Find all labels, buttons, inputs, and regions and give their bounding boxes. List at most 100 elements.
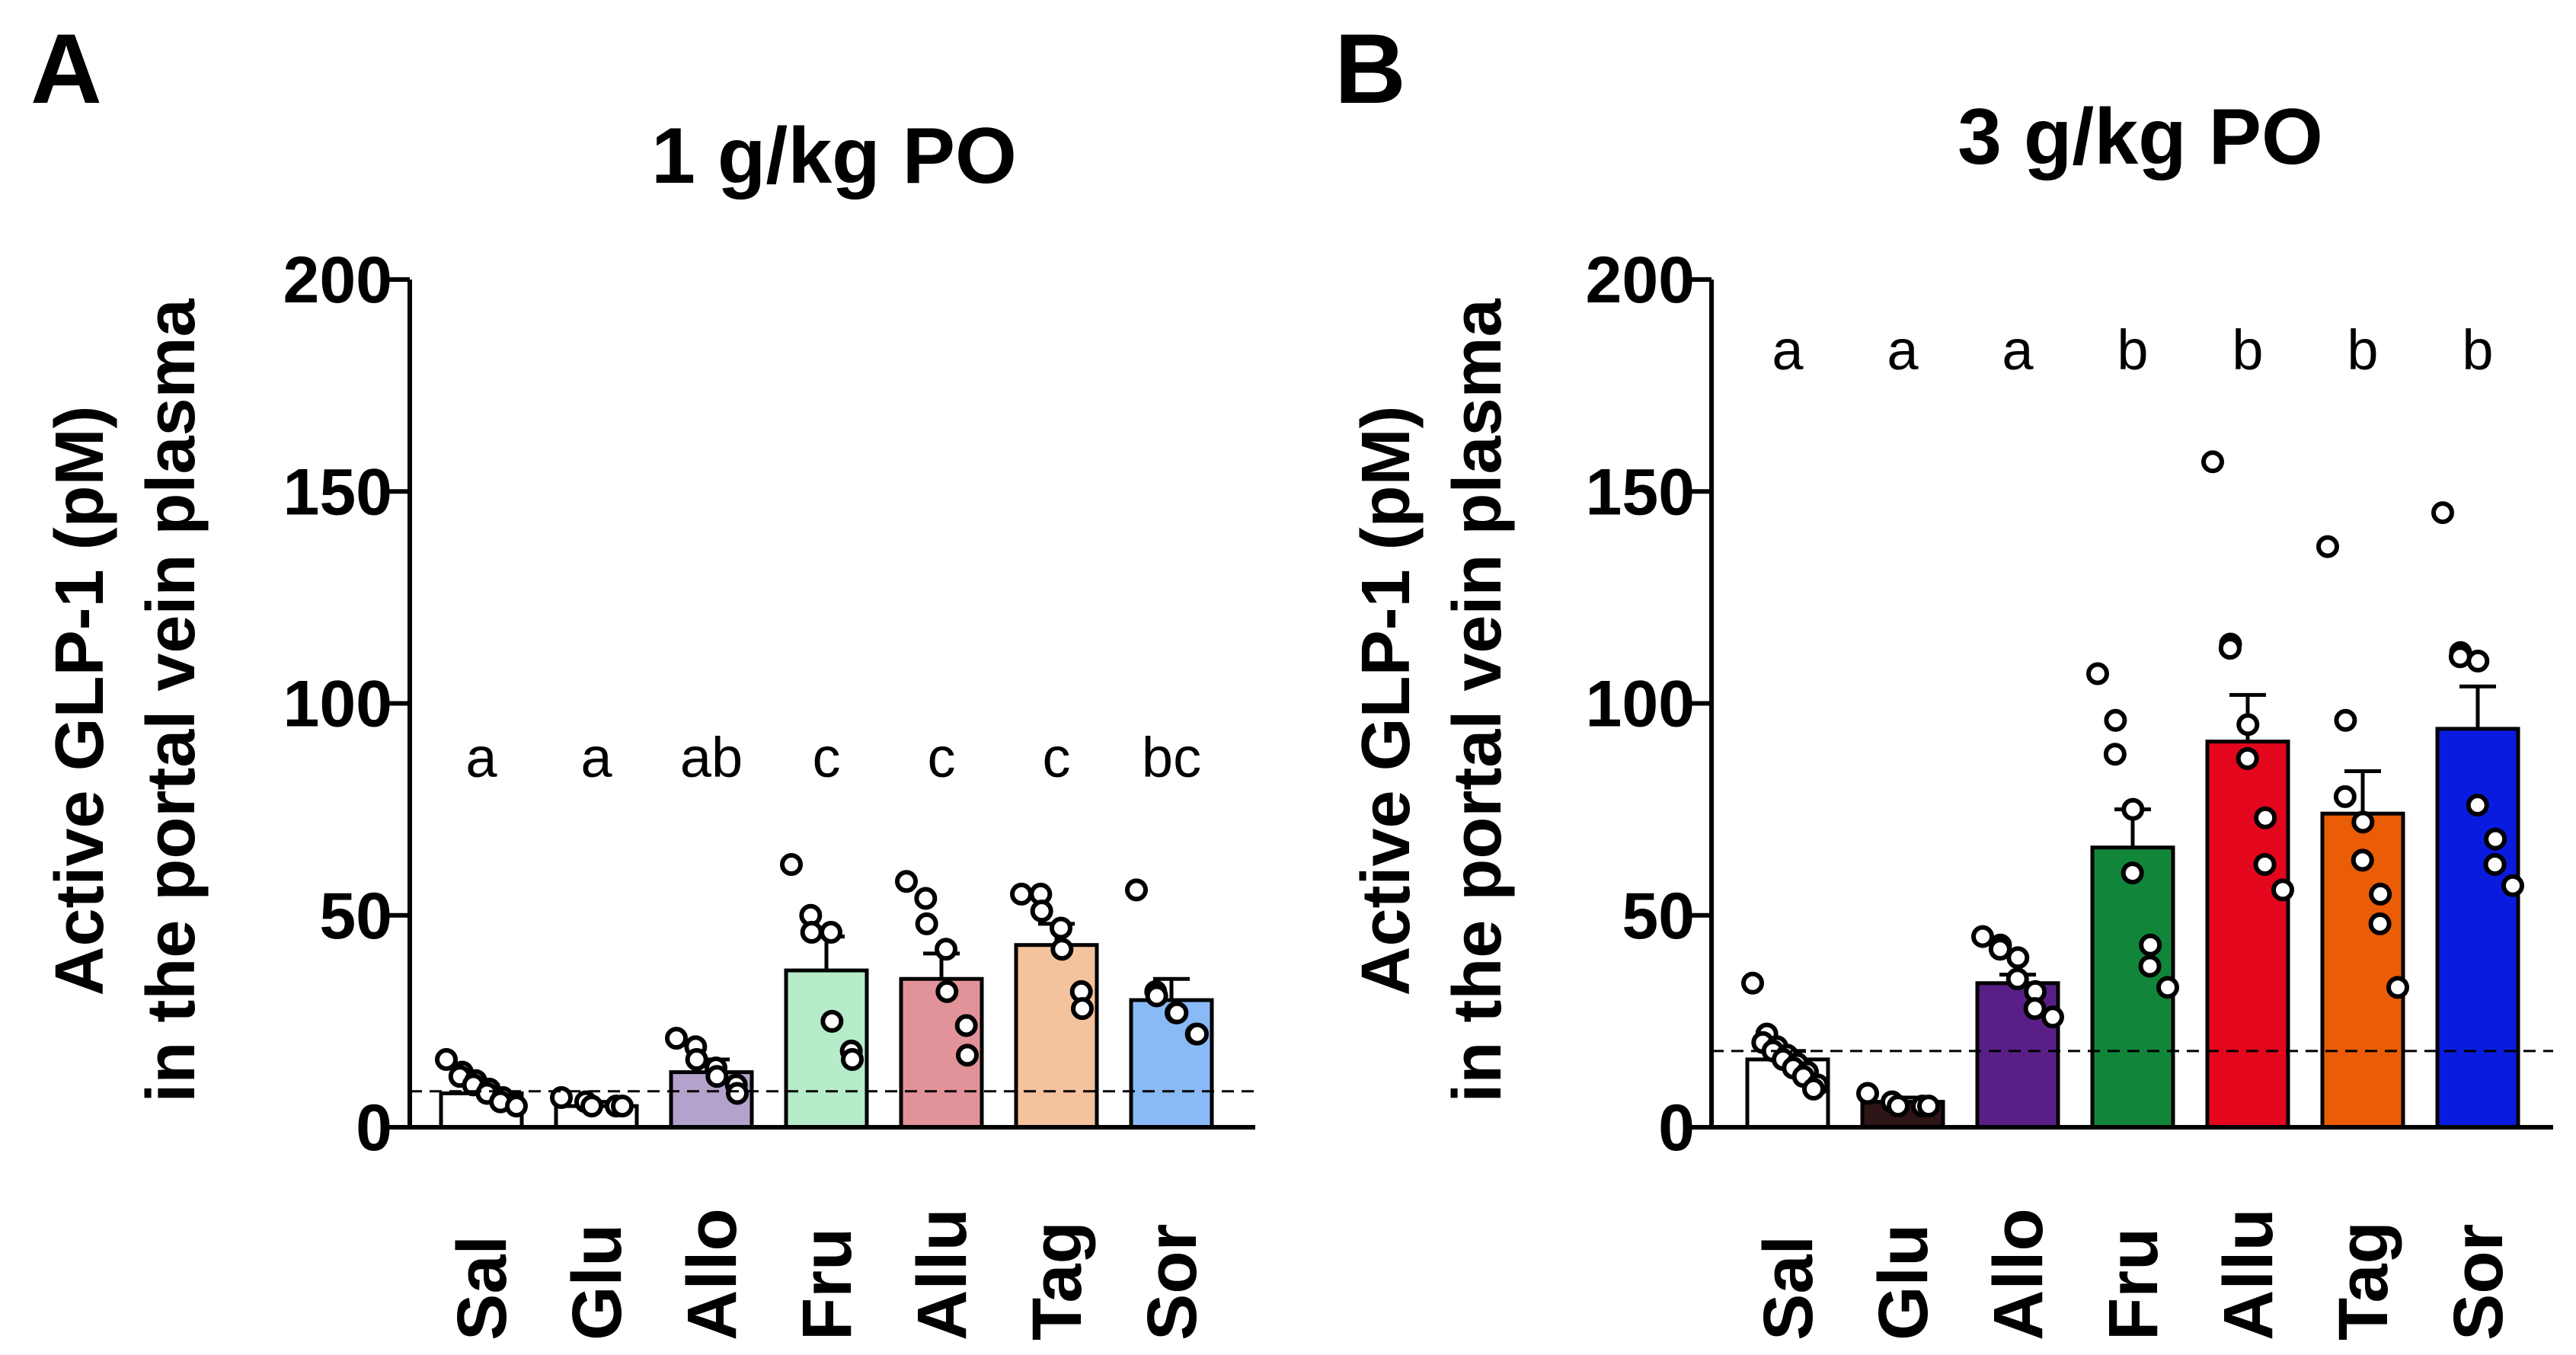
chart-title: 3 g/kg PO [1958, 93, 2323, 181]
data-point [611, 1095, 634, 1118]
x-category-label: Fru [788, 1228, 866, 1341]
data-point [956, 1043, 979, 1067]
plot-area: 0 50 100 150 200 a Sal a Glu ab Allo c Fru c Allu c Tag b… [283, 244, 1255, 1341]
y-axis-label-line2: in the portal vein plasma [133, 298, 209, 1102]
significance-letter: c [1043, 726, 1071, 789]
significance-letter: b [2117, 318, 2148, 382]
data-point [1802, 1077, 1825, 1101]
data-point [820, 1009, 844, 1033]
data-point [2369, 882, 2392, 906]
data-point [2466, 794, 2489, 817]
data-point [1050, 938, 1074, 961]
x-category-label: Fru [2095, 1228, 2172, 1341]
data-point [800, 921, 823, 944]
data-point [895, 870, 918, 893]
data-point [2351, 810, 2375, 834]
x-category-label: Glu [1865, 1224, 1942, 1341]
data-point [2501, 874, 2524, 897]
data-point [2121, 861, 2144, 885]
data-point [1186, 1022, 1209, 1046]
panel-a: A 1 g/kg PO Active GLP-1 (pM) in the por… [30, 13, 1255, 1341]
data-point [2484, 827, 2507, 851]
x-category-label: Tag [1018, 1221, 1096, 1341]
panel-label: A [30, 13, 102, 124]
data-point [820, 921, 842, 944]
bar-allu [2205, 740, 2290, 1130]
significance-letter: a [465, 726, 497, 789]
data-point [550, 1086, 573, 1110]
data-point [2138, 954, 2162, 978]
y-axis-label-line1: Active GLP-1 (pM) [42, 405, 118, 995]
data-point [2466, 649, 2490, 673]
panel-b: B 3 g/kg PO Active GLP-1 (pM) in the por… [1334, 13, 2553, 1341]
data-point [2351, 848, 2374, 872]
bar-tag [1014, 943, 1099, 1130]
significance-letter: ab [680, 726, 743, 789]
data-point [2431, 501, 2454, 525]
x-category-label: Allo [673, 1208, 751, 1341]
data-point [1050, 916, 1072, 940]
y-tick-label: 100 [1586, 668, 1695, 741]
data-point [780, 852, 803, 876]
data-point [2483, 852, 2507, 876]
data-point [435, 1047, 458, 1071]
y-tick-label: 150 [283, 455, 393, 529]
chart-title: 1 g/kg PO [651, 112, 1017, 200]
x-category-label: Tag [2325, 1221, 2402, 1341]
data-point [2333, 785, 2357, 808]
data-point [726, 1082, 749, 1105]
data-point [1125, 878, 1148, 902]
data-point [580, 1095, 603, 1118]
data-point [2156, 976, 2179, 999]
data-point [2218, 637, 2242, 660]
y-tick-label: 200 [1586, 244, 1695, 317]
data-point [2386, 976, 2409, 999]
x-category-label: Sal [1750, 1235, 1827, 1341]
data-point [1741, 971, 1764, 995]
data-point [2023, 997, 2047, 1021]
data-point [1917, 1095, 1940, 1118]
x-category-label: Sal [443, 1235, 521, 1341]
data-point [705, 1065, 729, 1088]
data-point [2104, 708, 2127, 732]
y-axis-label-line2: in the portal vein plasma [1440, 298, 1516, 1102]
data-point [2103, 743, 2127, 766]
significance-letter: b [2232, 318, 2263, 382]
data-point [2334, 708, 2357, 732]
y-tick-label: 0 [356, 1091, 392, 1165]
data-point [2201, 450, 2224, 474]
y-tick-label: 200 [283, 244, 393, 317]
data-point [1071, 997, 1094, 1021]
significance-letter: b [2347, 318, 2378, 382]
significance-letter: b [2462, 318, 2493, 382]
data-point [935, 938, 957, 961]
data-point [1010, 882, 1033, 906]
significance-letter: bc [1142, 726, 1201, 789]
data-point [1856, 1082, 1879, 1105]
x-category-label: Allo [1980, 1208, 2057, 1341]
data-point [2368, 912, 2392, 935]
data-point [1145, 984, 1168, 1008]
y-tick-label: 150 [1586, 455, 1695, 529]
y-tick-label: 100 [283, 668, 393, 741]
y-tick-label: 50 [319, 880, 392, 953]
data-point [841, 1047, 864, 1071]
panel-label: B [1334, 13, 1406, 124]
bar-allo [1975, 981, 2060, 1130]
significance-letter: a [2002, 318, 2034, 382]
y-tick-label: 50 [1622, 880, 1695, 953]
data-point [2254, 806, 2277, 829]
significance-letter: c [813, 726, 841, 789]
data-point [685, 1047, 708, 1071]
bar-sor [2435, 727, 2520, 1130]
x-category-label: Sor [1133, 1224, 1211, 1341]
x-category-label: Allu [903, 1208, 981, 1341]
data-point [954, 1014, 978, 1037]
data-point [2271, 878, 2294, 902]
data-point [2086, 662, 2109, 685]
data-point [914, 887, 938, 910]
data-point [2448, 645, 2472, 669]
data-point [2121, 797, 2145, 821]
y-tick-label: 0 [1658, 1091, 1695, 1165]
